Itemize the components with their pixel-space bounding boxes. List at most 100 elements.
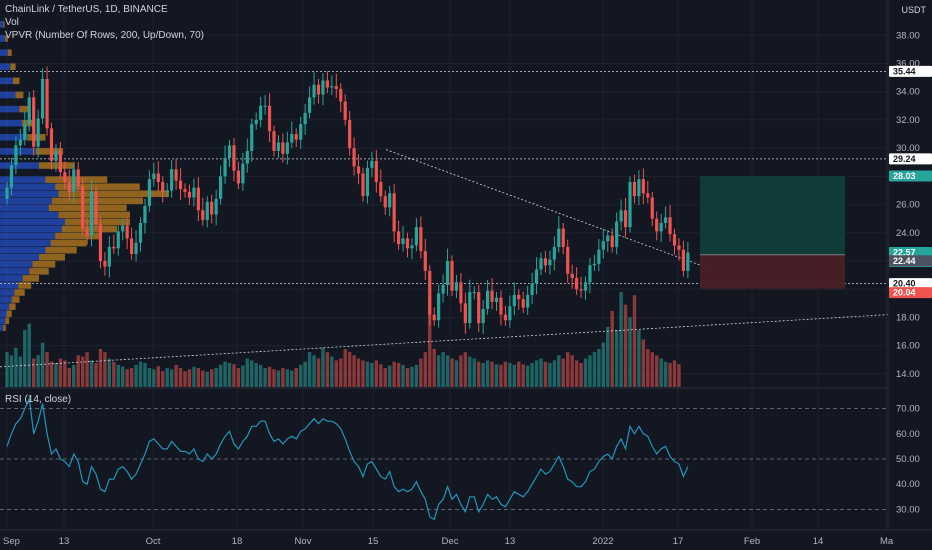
vpvr-down-bar bbox=[5, 317, 10, 325]
volume-bar bbox=[650, 352, 654, 387]
candle-body bbox=[526, 294, 530, 308]
volume-bar bbox=[539, 358, 543, 387]
volume-bar bbox=[232, 364, 236, 387]
volume-bar bbox=[32, 358, 36, 387]
volume-bar bbox=[405, 368, 410, 387]
rsi-legend[interactable]: RSI (14, close) bbox=[5, 394, 72, 405]
volume-bar bbox=[112, 361, 116, 387]
volume-bar bbox=[183, 371, 187, 387]
vpvr-up-bar bbox=[0, 289, 15, 296]
candle-body bbox=[681, 249, 685, 271]
price-badge-label: 28.03 bbox=[893, 171, 916, 181]
vpvr-up-bar bbox=[0, 190, 59, 198]
vpvr-down-bar bbox=[39, 253, 65, 261]
candle-body bbox=[548, 259, 552, 266]
volume-bar bbox=[570, 355, 574, 387]
volume-bar bbox=[241, 365, 245, 387]
volume-bar bbox=[521, 364, 525, 387]
candle-body bbox=[214, 198, 218, 215]
candle-body bbox=[308, 97, 312, 113]
volume-bar bbox=[165, 368, 169, 387]
currency-label[interactable]: USDT bbox=[901, 5, 926, 15]
volume-bar bbox=[343, 349, 347, 387]
candle-body bbox=[196, 187, 200, 211]
candle-body bbox=[107, 246, 111, 267]
candle-body bbox=[63, 172, 67, 183]
price-badge-target bbox=[889, 170, 932, 182]
volume-bar bbox=[254, 362, 258, 387]
candle-body bbox=[32, 97, 36, 147]
candle-body bbox=[454, 282, 459, 291]
price-badge-label: 35.44 bbox=[893, 66, 916, 76]
candle-body bbox=[623, 210, 628, 228]
volume-bar bbox=[58, 358, 63, 387]
vpvr-down-bar bbox=[58, 190, 169, 198]
candle-body bbox=[272, 131, 276, 151]
volume-bar bbox=[508, 362, 512, 387]
candle-body bbox=[294, 134, 298, 140]
candle-body bbox=[601, 241, 605, 250]
volume-bar bbox=[655, 355, 659, 387]
volume-bar bbox=[214, 368, 218, 387]
volume-bar bbox=[352, 355, 356, 387]
price-tick-label: 16.00 bbox=[896, 341, 920, 352]
time-tick-label: 2022 bbox=[592, 536, 613, 547]
volume-bar bbox=[588, 355, 592, 387]
volume-bar bbox=[552, 360, 557, 387]
candle-body bbox=[339, 88, 343, 102]
volume-bar bbox=[566, 352, 570, 387]
volume-bar bbox=[9, 355, 14, 387]
vpvr-up-bar bbox=[0, 310, 7, 317]
volume-bar bbox=[76, 355, 80, 387]
candle-body bbox=[388, 193, 392, 208]
vpvr-down-bar bbox=[58, 211, 130, 219]
candle-body bbox=[23, 124, 27, 140]
vpvr-down-bar bbox=[5, 35, 8, 42]
candle-body bbox=[36, 118, 40, 147]
vpvr-down-bar bbox=[48, 204, 127, 212]
volume-bar bbox=[392, 361, 396, 387]
candle-body bbox=[219, 176, 223, 199]
candle-body bbox=[423, 251, 427, 271]
descending-trendline bbox=[385, 149, 713, 270]
volume-bar bbox=[161, 371, 165, 387]
price-tick-label: 38.00 bbox=[896, 30, 920, 41]
volume-bar bbox=[441, 352, 445, 387]
volume-bar bbox=[454, 360, 459, 387]
volume-bar bbox=[330, 356, 334, 387]
candle-body bbox=[192, 187, 196, 198]
time-tick-label: Dec bbox=[442, 536, 459, 547]
candle-body bbox=[650, 197, 654, 219]
ascending-trendline bbox=[0, 314, 889, 368]
vpvr-down-bar bbox=[61, 225, 117, 233]
rsi-tick-label: 30.00 bbox=[896, 504, 920, 515]
candle-body bbox=[552, 246, 556, 260]
vpvr-down-bar bbox=[18, 282, 32, 289]
candle-body bbox=[76, 169, 80, 187]
vpvr-down-bar bbox=[45, 176, 108, 183]
vpvr-up-bar bbox=[0, 77, 13, 85]
candle-body bbox=[174, 169, 178, 181]
volume-bar bbox=[218, 364, 223, 387]
vpvr-down-bar bbox=[55, 232, 101, 240]
vpvr-up-bar bbox=[0, 119, 23, 127]
volume-bar bbox=[383, 368, 387, 387]
vpvr-up-bar bbox=[0, 183, 56, 190]
vpvr-down-bar bbox=[22, 275, 39, 282]
candle-body bbox=[125, 225, 129, 239]
vpvr-down-bar bbox=[3, 21, 5, 28]
candle-body bbox=[299, 124, 303, 140]
candle-body bbox=[397, 231, 401, 245]
time-tick-label: 14 bbox=[813, 536, 824, 547]
volume-bar bbox=[401, 364, 405, 387]
vpvr-legend[interactable]: VPVR (Number Of Rows, 200, Up/Down, 70) bbox=[5, 30, 204, 41]
vpvr-down-bar bbox=[13, 77, 20, 85]
volume-legend[interactable]: Vol bbox=[5, 17, 19, 28]
volume-bar bbox=[490, 361, 494, 387]
volume-bar bbox=[299, 364, 303, 387]
candle-body bbox=[437, 293, 441, 321]
vpvr-up-bar bbox=[0, 134, 28, 141]
vpvr-up-bar bbox=[0, 282, 19, 289]
symbol-legend[interactable]: ChainLink / TetherUS, 1D, BINANCE bbox=[5, 4, 168, 15]
